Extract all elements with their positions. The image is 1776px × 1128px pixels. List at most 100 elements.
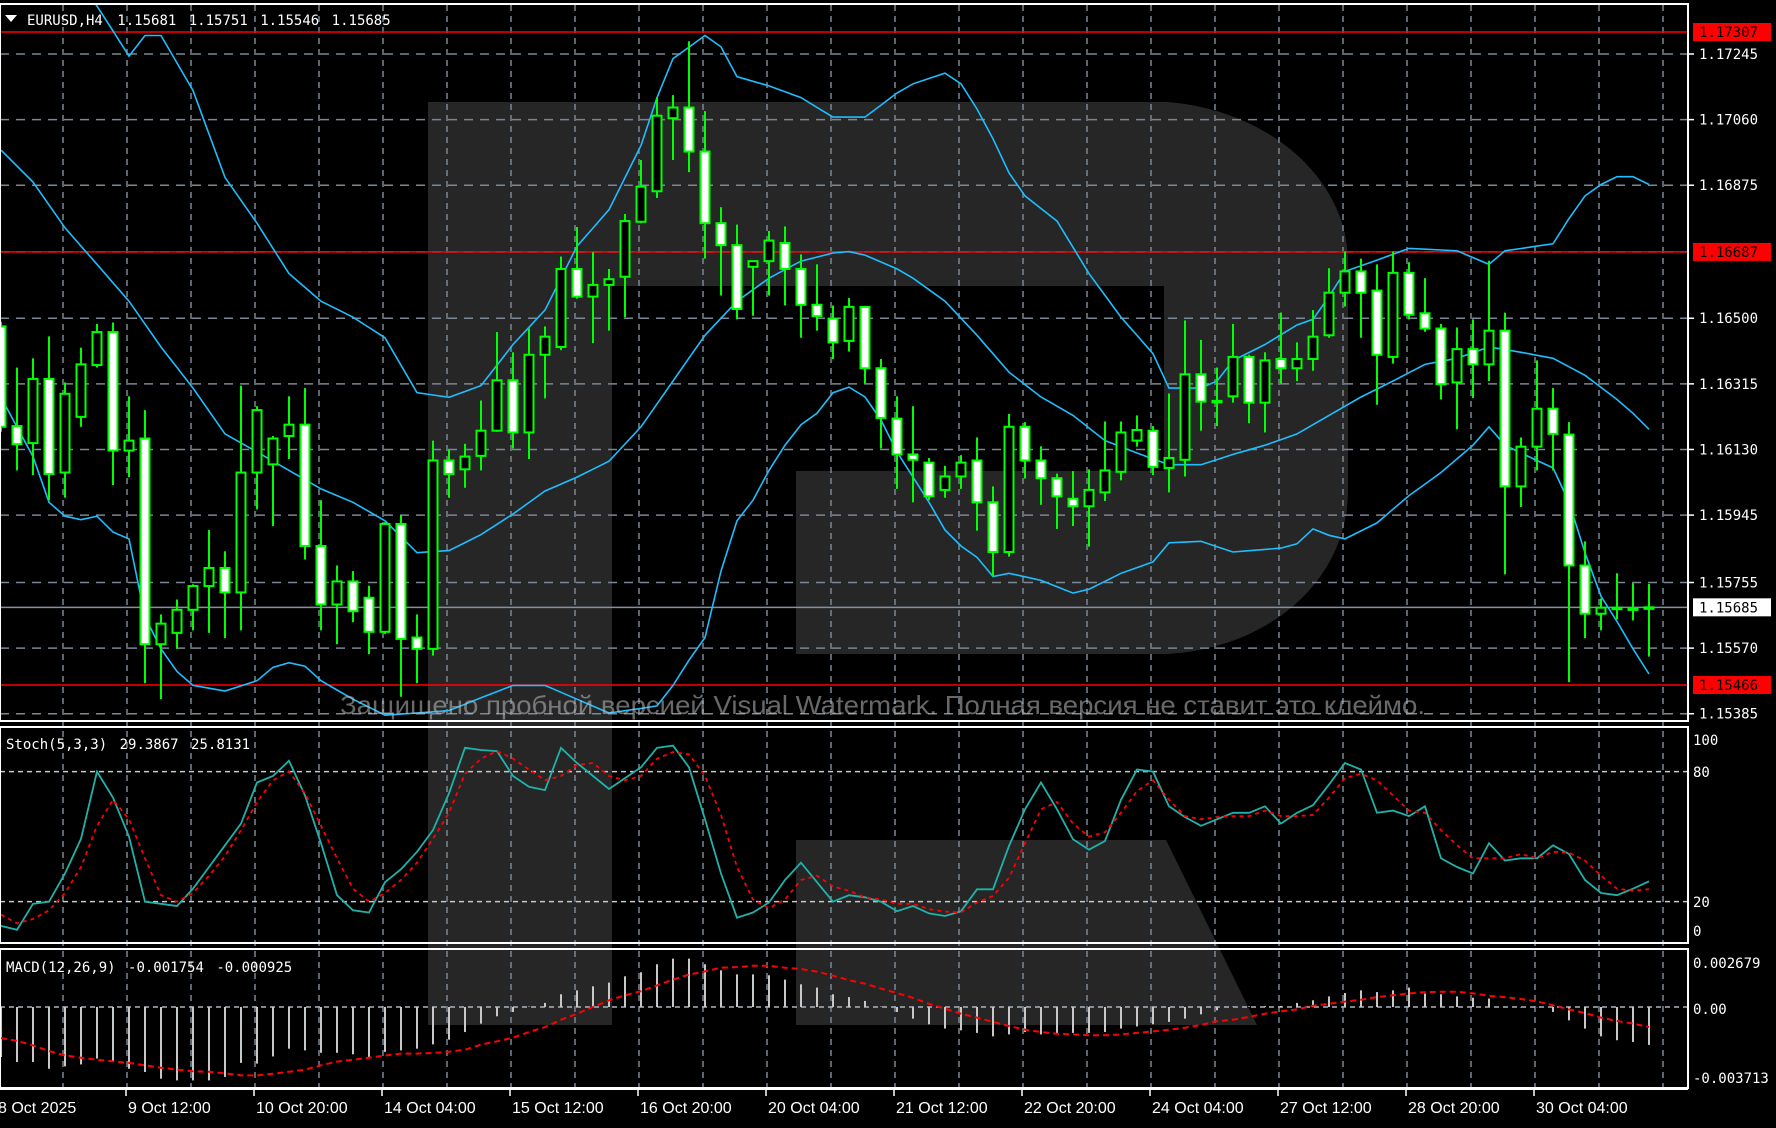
candle — [699, 111, 711, 259]
candle — [1531, 360, 1543, 471]
candle — [1467, 319, 1479, 399]
level-price-tag — [1693, 242, 1771, 261]
candle — [459, 443, 471, 488]
candle — [811, 264, 823, 331]
candle — [75, 347, 87, 427]
macd-axis-label: 0.00 — [1693, 1002, 1727, 1018]
candle — [219, 551, 231, 639]
candle — [1211, 367, 1223, 427]
current-price-tag — [1693, 598, 1771, 617]
candle — [763, 230, 775, 296]
candle-body — [699, 150, 711, 225]
candle-body — [619, 220, 631, 278]
time-label: 10 Oct 20:00 — [256, 1100, 348, 1117]
candle-body — [651, 114, 663, 193]
candle — [1179, 320, 1191, 477]
candle — [1195, 339, 1207, 431]
candle — [1355, 258, 1367, 338]
candle — [731, 224, 743, 320]
chart-header[interactable]: EURUSD,H4 1.15681 1.15751 1.15546 1.1568… — [5, 13, 391, 29]
symbol: EURUSD,H4 — [27, 13, 103, 29]
candle — [1563, 422, 1575, 683]
candle-body — [1099, 469, 1111, 494]
candle-body — [43, 377, 55, 475]
candle — [1243, 354, 1255, 424]
candle — [1099, 421, 1111, 501]
candle-body — [267, 437, 279, 466]
candle-body — [171, 608, 183, 634]
candle — [1115, 421, 1127, 481]
candle-body — [1243, 355, 1255, 404]
price-label: 1.16315 — [1699, 377, 1758, 393]
time-label: 9 Oct 12:00 — [128, 1100, 211, 1117]
candle — [587, 252, 599, 344]
candle — [331, 565, 343, 645]
candle — [1611, 573, 1623, 620]
candle — [875, 359, 887, 449]
bollinger-upper-band — [95, 5, 1650, 399]
candle-body — [715, 222, 727, 247]
time-label: 27 Oct 12:00 — [1280, 1100, 1372, 1117]
candle-body — [1435, 327, 1447, 386]
time-label: 24 Oct 04:00 — [1152, 1100, 1244, 1117]
candle — [939, 465, 951, 498]
candle — [1451, 327, 1463, 430]
time-label: 30 Oct 04:00 — [1536, 1100, 1628, 1117]
candle — [203, 529, 215, 633]
macd-axis: 0.002679 0.00 -0.003713 — [1693, 956, 1769, 1087]
macd-axis-label: -0.003713 — [1693, 1071, 1769, 1087]
candle — [1339, 251, 1351, 307]
candle-body — [1307, 335, 1319, 361]
candle — [1435, 323, 1447, 400]
candle — [971, 437, 983, 531]
candle — [1547, 388, 1559, 471]
candle-body — [1371, 289, 1383, 356]
candle-body — [1467, 348, 1479, 366]
stoch-signal-value: 25.8131 — [191, 737, 250, 753]
candle — [1643, 583, 1655, 657]
time-axis[interactable]: 8 Oct 2025 9 Oct 12:00 10 Oct 20:00 14 Oct … — [0, 1088, 1688, 1117]
level-price-tag — [1693, 23, 1771, 41]
price-axis[interactable]: 1.17245 1.17060 1.16875 1.16500 1.16315 1.161… — [1688, 23, 1771, 723]
candle — [827, 305, 839, 360]
candle — [235, 385, 247, 631]
candle — [955, 455, 967, 489]
candle-body — [1067, 497, 1079, 508]
candle — [571, 227, 583, 299]
candle-body — [475, 429, 487, 457]
candle — [171, 599, 183, 649]
candle — [443, 449, 455, 498]
candle — [299, 388, 311, 560]
candle — [363, 585, 375, 655]
candle — [1403, 262, 1415, 320]
candle — [11, 367, 23, 471]
macd-label: MACD(12,26,9) -0.001754 -0.000925 — [6, 960, 292, 976]
candle — [43, 336, 55, 501]
candle-body — [219, 566, 231, 594]
candle — [651, 97, 663, 198]
candle-body — [283, 423, 295, 438]
candle-body — [203, 566, 215, 588]
candle-body — [1227, 355, 1239, 398]
candle — [1307, 310, 1319, 371]
candle-body — [571, 267, 583, 298]
stoch-axis-label: 100 — [1693, 733, 1718, 749]
candle — [107, 322, 119, 485]
candle — [683, 41, 695, 173]
candle-body — [1339, 270, 1351, 294]
candle-body — [1003, 425, 1015, 553]
candle — [1595, 598, 1607, 631]
candle — [667, 95, 679, 161]
candle — [1499, 312, 1511, 575]
candle-body — [1083, 488, 1095, 508]
dropdown-triangle-icon[interactable] — [5, 15, 17, 22]
candle-body — [251, 409, 263, 474]
time-label: 8 Oct 2025 — [0, 1100, 76, 1117]
candle-body — [1131, 428, 1143, 442]
candle — [1083, 469, 1095, 547]
candle-body — [875, 367, 887, 419]
candle-body — [859, 305, 871, 370]
candle-body — [459, 455, 471, 471]
candle-body — [315, 544, 327, 606]
